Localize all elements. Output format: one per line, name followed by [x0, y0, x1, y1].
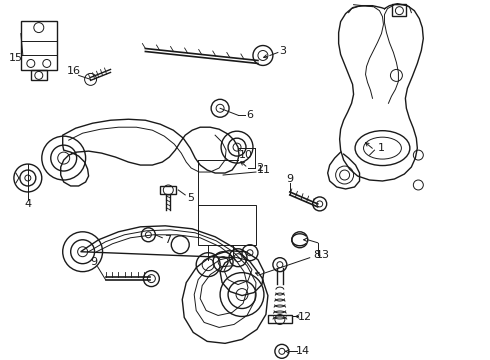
Text: 14: 14 — [295, 346, 310, 356]
Bar — [21, 21, 57, 71]
Text: 1: 1 — [378, 143, 385, 153]
Bar — [392, 4, 406, 15]
Text: 2: 2 — [256, 163, 264, 173]
Text: 11: 11 — [257, 165, 271, 175]
Text: 16: 16 — [67, 67, 81, 76]
Text: 8: 8 — [313, 250, 320, 260]
Text: 6: 6 — [246, 110, 253, 120]
Text: 3: 3 — [279, 46, 286, 57]
Text: 13: 13 — [316, 250, 330, 260]
Text: 9: 9 — [90, 257, 97, 267]
Text: 12: 12 — [298, 312, 312, 323]
Text: 7: 7 — [164, 235, 171, 245]
Text: 10: 10 — [239, 150, 253, 160]
Bar — [198, 205, 256, 245]
Bar — [268, 315, 292, 323]
Text: 4: 4 — [24, 199, 31, 209]
Text: 15: 15 — [9, 54, 23, 63]
Text: 5: 5 — [187, 193, 194, 203]
Bar — [160, 186, 176, 194]
Text: 9: 9 — [286, 174, 294, 184]
